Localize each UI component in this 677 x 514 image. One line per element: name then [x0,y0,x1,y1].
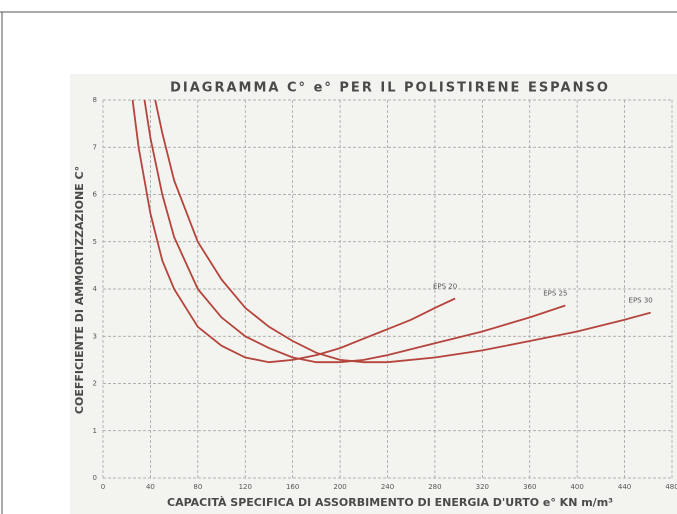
x-tick-label: 0 [101,483,105,491]
x-tick-label: 200 [333,483,346,491]
x-tick-label: 40 [146,483,155,491]
data-line [131,99,456,364]
x-tick-label: 360 [523,483,536,491]
x-tick-label: 240 [381,483,394,491]
data-line [154,99,651,364]
data-line [143,99,566,364]
x-tick-label: 80 [193,483,202,491]
y-tick-label: 5 [93,238,97,246]
y-tick-label: 2 [93,380,97,388]
y-axis-label: COEFFICIENTE DI AMMORTIZZAZIONE C° [73,166,86,414]
x-tick-label: 120 [239,483,252,491]
y-tick-label: 1 [93,427,97,435]
chart-title: DIAGRAMMA C° e° PER IL POLISTIRENE ESPAN… [170,81,610,96]
y-tick-label: 8 [93,96,97,104]
y-tick-label: 0 [93,474,97,482]
series-label: EPS 25 [543,290,567,298]
series-label: EPS 30 [629,297,653,305]
x-tick-label: 320 [476,483,489,491]
x-tick-label: 400 [570,483,583,491]
x-tick-label: 480 [665,483,677,491]
y-tick-label: 7 [93,143,97,151]
y-tick-label: 6 [93,191,98,199]
y-tick-label: 3 [93,332,97,340]
x-tick-label: 440 [618,483,631,491]
scan-background [70,74,677,514]
x-tick-label: 160 [286,483,299,491]
series-label: EPS 20 [433,282,457,290]
x-axis-label: CAPACITÀ SPECIFICA DI ASSORBIMENTO DI EN… [167,496,613,509]
x-tick-label: 280 [428,483,441,491]
y-tick-label: 4 [93,285,98,293]
